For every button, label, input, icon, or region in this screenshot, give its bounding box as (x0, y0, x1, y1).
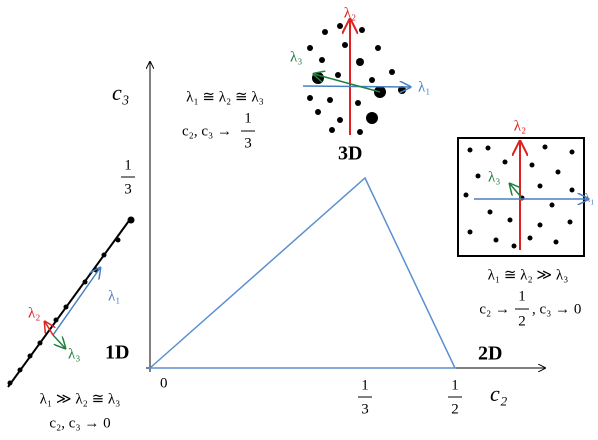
eigen-label: λ₂ (28, 305, 41, 321)
sphere-cloud (303, 20, 410, 135)
x-tick-num: 1 (361, 377, 369, 393)
condition: λ₁ ≅ λ₂ ≅ λ₃ (186, 89, 264, 105)
diagram: c₃ c₂ 0 1 3 1 2 1 3 λ₁ λ₂ λ₃ 1D λ₁ ≫ λ₂ … (0, 0, 598, 440)
limit: c₂ → (479, 301, 510, 317)
region-label: 1D (105, 342, 129, 364)
x-axis-label: c₂ (490, 381, 508, 406)
origin-label: 0 (160, 375, 168, 391)
triangle (150, 178, 455, 368)
eigen-label: λ₁ (108, 288, 121, 304)
limit: , c₃ → 0 (532, 301, 581, 317)
frac-num: 1 (244, 110, 252, 126)
frac-den: 3 (244, 135, 252, 151)
eigen-label: λ₁ (418, 79, 431, 95)
y-tick-den: 3 (124, 181, 132, 197)
eigen-label: λ₁ (584, 190, 595, 205)
x-tick-num: 1 (451, 377, 459, 393)
frac-den: 2 (518, 313, 526, 329)
plane-cloud (458, 138, 588, 256)
condition: λ₁ ≫ λ₂ ≅ λ₃ (40, 391, 121, 407)
eigen-label: λ₂ (344, 5, 357, 21)
eigen-label: λ₃ (68, 346, 81, 362)
eigen-label: λ₂ (514, 118, 527, 134)
region-label: 3D (338, 143, 362, 165)
x-tick-den: 3 (361, 401, 369, 417)
region-label: 2D (478, 343, 502, 365)
frac-num: 1 (518, 288, 526, 304)
eigen-label: λ₃ (290, 49, 303, 65)
limit: c₂, c₃ → 0 (49, 415, 110, 431)
condition: λ₁ ≅ λ₂ ≫ λ₃ (488, 267, 569, 283)
eigen-label: λ₃ (488, 169, 501, 185)
y-axis-label: c₃ (112, 80, 129, 105)
limit: c₂, c₃ → (182, 123, 232, 139)
y-tick-num: 1 (124, 157, 132, 173)
x-tick-den: 2 (451, 401, 459, 417)
